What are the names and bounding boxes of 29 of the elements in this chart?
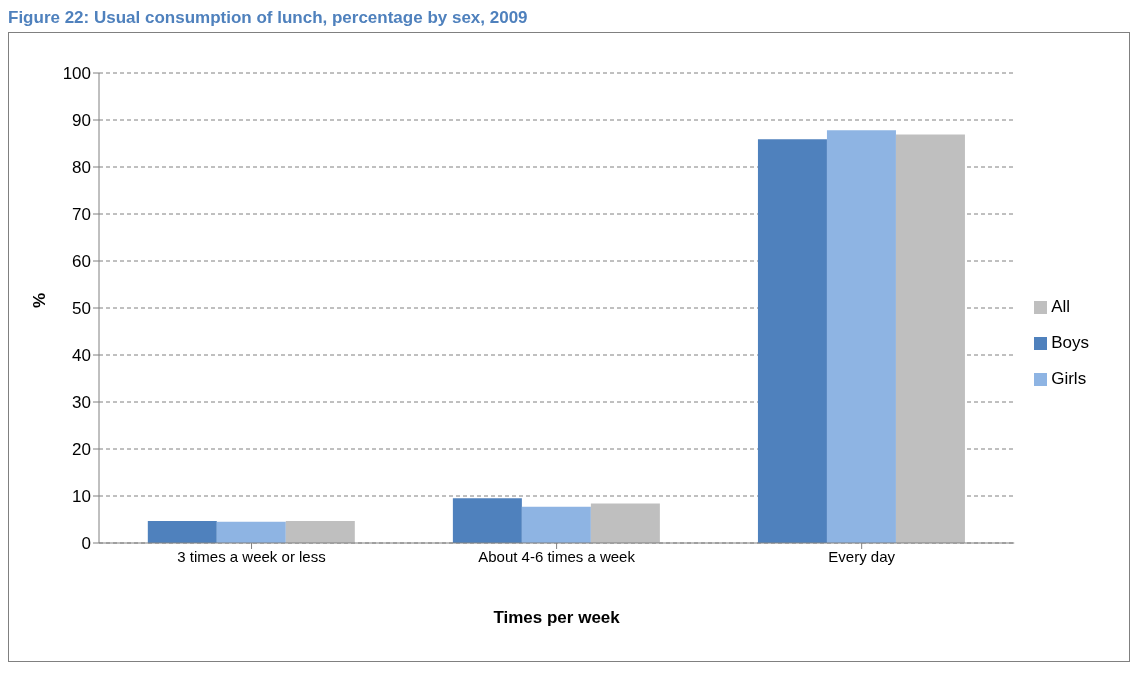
y-tick-label: 80	[72, 158, 91, 178]
bar	[826, 130, 896, 543]
x-axis-title: Times per week	[493, 608, 621, 627]
bar	[216, 521, 286, 543]
y-tick-label: 100	[62, 64, 91, 84]
y-tick-label: 0	[81, 534, 91, 554]
bar	[147, 520, 217, 543]
legend-label: All	[1051, 297, 1071, 316]
y-tick-label: 90	[72, 111, 91, 131]
y-tick-label: 10	[72, 487, 91, 507]
bar	[285, 520, 355, 543]
y-tick-label: 30	[72, 393, 91, 413]
y-tick-label: 50	[72, 299, 91, 319]
y-axis-title: %	[30, 292, 50, 308]
legend-label: Boys	[1051, 333, 1089, 352]
y-tick-label: 60	[72, 252, 91, 272]
x-tick-label: 3 times a week or less	[177, 547, 326, 565]
bar	[757, 139, 827, 543]
bar	[452, 498, 522, 543]
y-tick-label: 40	[72, 346, 91, 366]
bar	[521, 506, 591, 543]
bar	[895, 134, 965, 543]
y-tick-label: 70	[72, 205, 91, 225]
chart-title: Figure 22: Usual consumption of lunch, percentage by sex, 2009	[8, 8, 529, 28]
x-tick-label: Every day	[828, 547, 896, 565]
legend-label: Girls	[1051, 369, 1087, 388]
y-tick-label: 20	[72, 440, 91, 460]
x-tick-label: About 4-6 times a week	[478, 547, 636, 565]
bar	[590, 503, 660, 543]
